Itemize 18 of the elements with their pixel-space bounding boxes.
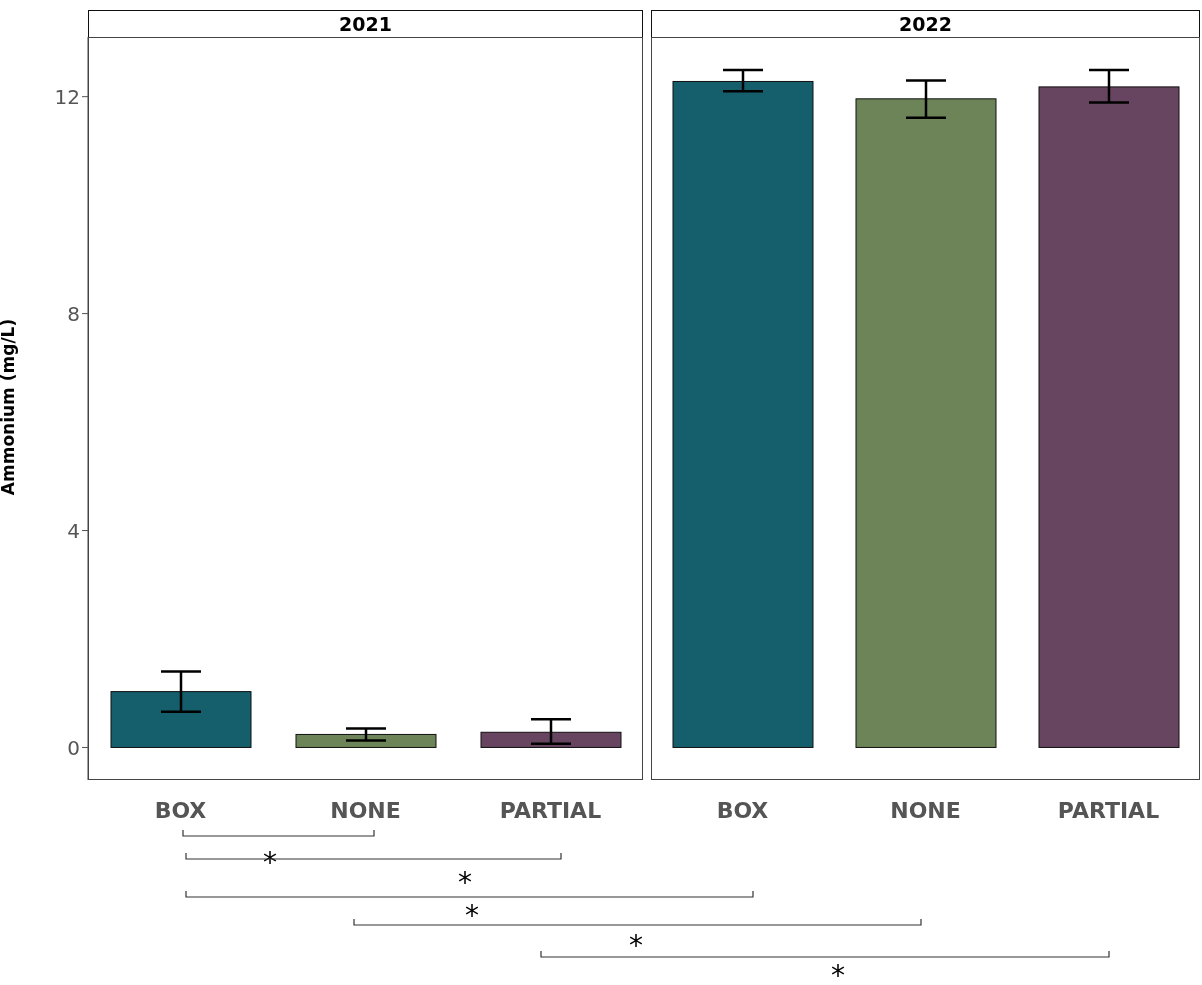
chart-title: 2022 bbox=[651, 10, 1200, 38]
x-tick-label: PARTIAL bbox=[499, 797, 602, 823]
text: * bbox=[263, 846, 277, 879]
x-tick-label: BOX bbox=[716, 797, 769, 823]
x-tick-label: BOX bbox=[154, 797, 207, 823]
x-tick-label: NONE bbox=[890, 797, 961, 823]
text: * bbox=[458, 866, 472, 899]
chart-title: 2021 bbox=[88, 10, 643, 38]
y-tick-label: 0 bbox=[67, 735, 80, 760]
text: * bbox=[831, 959, 845, 985]
text: * bbox=[465, 899, 479, 932]
y-tick-label: 12 bbox=[54, 84, 80, 109]
y-tick-label: 8 bbox=[67, 301, 80, 326]
text: * bbox=[629, 929, 643, 962]
y-axis-title: Ammonium (mg/L) bbox=[0, 317, 18, 497]
x-tick-label: PARTIAL bbox=[1057, 797, 1160, 823]
x-tick-label: NONE bbox=[330, 797, 401, 823]
y-tick-label: 4 bbox=[67, 518, 80, 543]
